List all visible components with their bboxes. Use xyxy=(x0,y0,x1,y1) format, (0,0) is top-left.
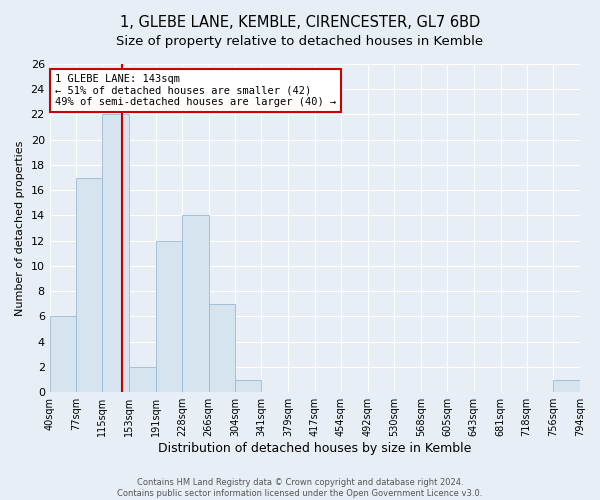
Text: Size of property relative to detached houses in Kemble: Size of property relative to detached ho… xyxy=(116,35,484,48)
Bar xyxy=(553,380,580,392)
Bar xyxy=(76,178,103,392)
X-axis label: Distribution of detached houses by size in Kemble: Distribution of detached houses by size … xyxy=(158,442,472,455)
Bar xyxy=(209,304,235,392)
Bar xyxy=(235,380,262,392)
Y-axis label: Number of detached properties: Number of detached properties xyxy=(15,140,25,316)
Bar xyxy=(156,240,182,392)
Bar xyxy=(182,216,209,392)
Text: 1 GLEBE LANE: 143sqm
← 51% of detached houses are smaller (42)
49% of semi-detac: 1 GLEBE LANE: 143sqm ← 51% of detached h… xyxy=(55,74,336,107)
Text: 1, GLEBE LANE, KEMBLE, CIRENCESTER, GL7 6BD: 1, GLEBE LANE, KEMBLE, CIRENCESTER, GL7 … xyxy=(120,15,480,30)
Bar xyxy=(129,367,156,392)
Text: Contains HM Land Registry data © Crown copyright and database right 2024.
Contai: Contains HM Land Registry data © Crown c… xyxy=(118,478,482,498)
Bar xyxy=(50,316,76,392)
Bar xyxy=(103,114,129,392)
